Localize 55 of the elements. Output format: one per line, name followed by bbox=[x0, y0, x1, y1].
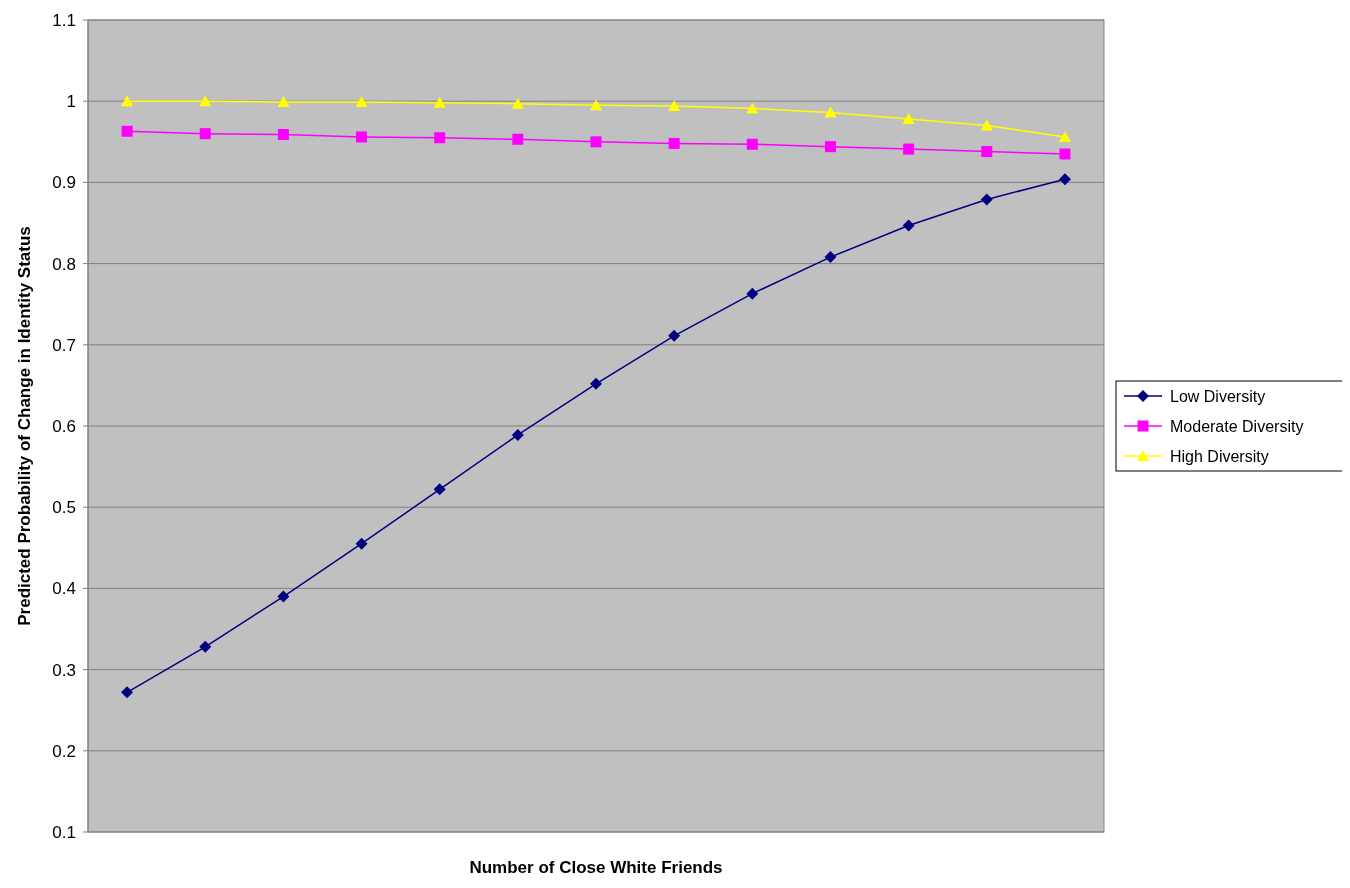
point bbox=[121, 125, 133, 137]
y-tick-label: 0.1 bbox=[52, 822, 76, 842]
point bbox=[277, 590, 290, 603]
y-tick-label: 1 bbox=[66, 92, 76, 112]
point bbox=[433, 483, 446, 496]
point bbox=[590, 377, 602, 390]
y-tick-label: 0.6 bbox=[52, 416, 76, 436]
point bbox=[668, 100, 681, 112]
point bbox=[121, 686, 134, 699]
point bbox=[824, 251, 837, 264]
y-tick-label: 0.2 bbox=[52, 741, 76, 761]
point bbox=[121, 95, 134, 107]
point bbox=[902, 219, 915, 232]
y-tick-label: 1.1 bbox=[52, 10, 76, 30]
point bbox=[355, 537, 368, 550]
point bbox=[1058, 173, 1071, 186]
point bbox=[434, 132, 446, 144]
point bbox=[277, 128, 289, 140]
point bbox=[980, 193, 993, 206]
point bbox=[668, 137, 680, 149]
point bbox=[668, 329, 681, 342]
y-axis-title: Predicted Probability of Change in Identity Status bbox=[15, 226, 34, 626]
point bbox=[433, 96, 446, 108]
y-tick-label: 0.8 bbox=[52, 254, 76, 274]
point bbox=[1058, 130, 1071, 142]
y-tick-label: 0.3 bbox=[52, 660, 76, 680]
point bbox=[511, 428, 524, 441]
point bbox=[903, 143, 915, 155]
point bbox=[980, 119, 993, 131]
point bbox=[199, 640, 212, 653]
y-tick-label: 0.4 bbox=[52, 579, 76, 599]
point bbox=[746, 138, 758, 150]
point bbox=[590, 99, 602, 111]
point bbox=[590, 136, 602, 148]
point bbox=[512, 133, 524, 145]
point bbox=[824, 106, 837, 118]
point bbox=[356, 131, 368, 143]
point bbox=[199, 95, 212, 107]
point bbox=[199, 128, 211, 140]
point bbox=[746, 102, 759, 114]
x-axis-title: Number of Close White Friends bbox=[469, 858, 723, 877]
point bbox=[902, 113, 915, 125]
y-tick-label: 0.9 bbox=[52, 173, 76, 193]
point bbox=[824, 141, 836, 153]
point bbox=[981, 146, 993, 158]
legend-label: High Diversity bbox=[1170, 447, 1269, 465]
legend-label: Low Diversity bbox=[1170, 387, 1266, 405]
point bbox=[746, 287, 759, 300]
y-tick-label: 0.5 bbox=[52, 498, 76, 518]
point bbox=[277, 96, 290, 108]
legend-label: Moderate Diversity bbox=[1170, 417, 1304, 435]
point bbox=[511, 97, 524, 109]
point bbox=[1059, 148, 1071, 160]
point bbox=[355, 96, 368, 108]
y-tick-label: 0.7 bbox=[52, 335, 76, 355]
